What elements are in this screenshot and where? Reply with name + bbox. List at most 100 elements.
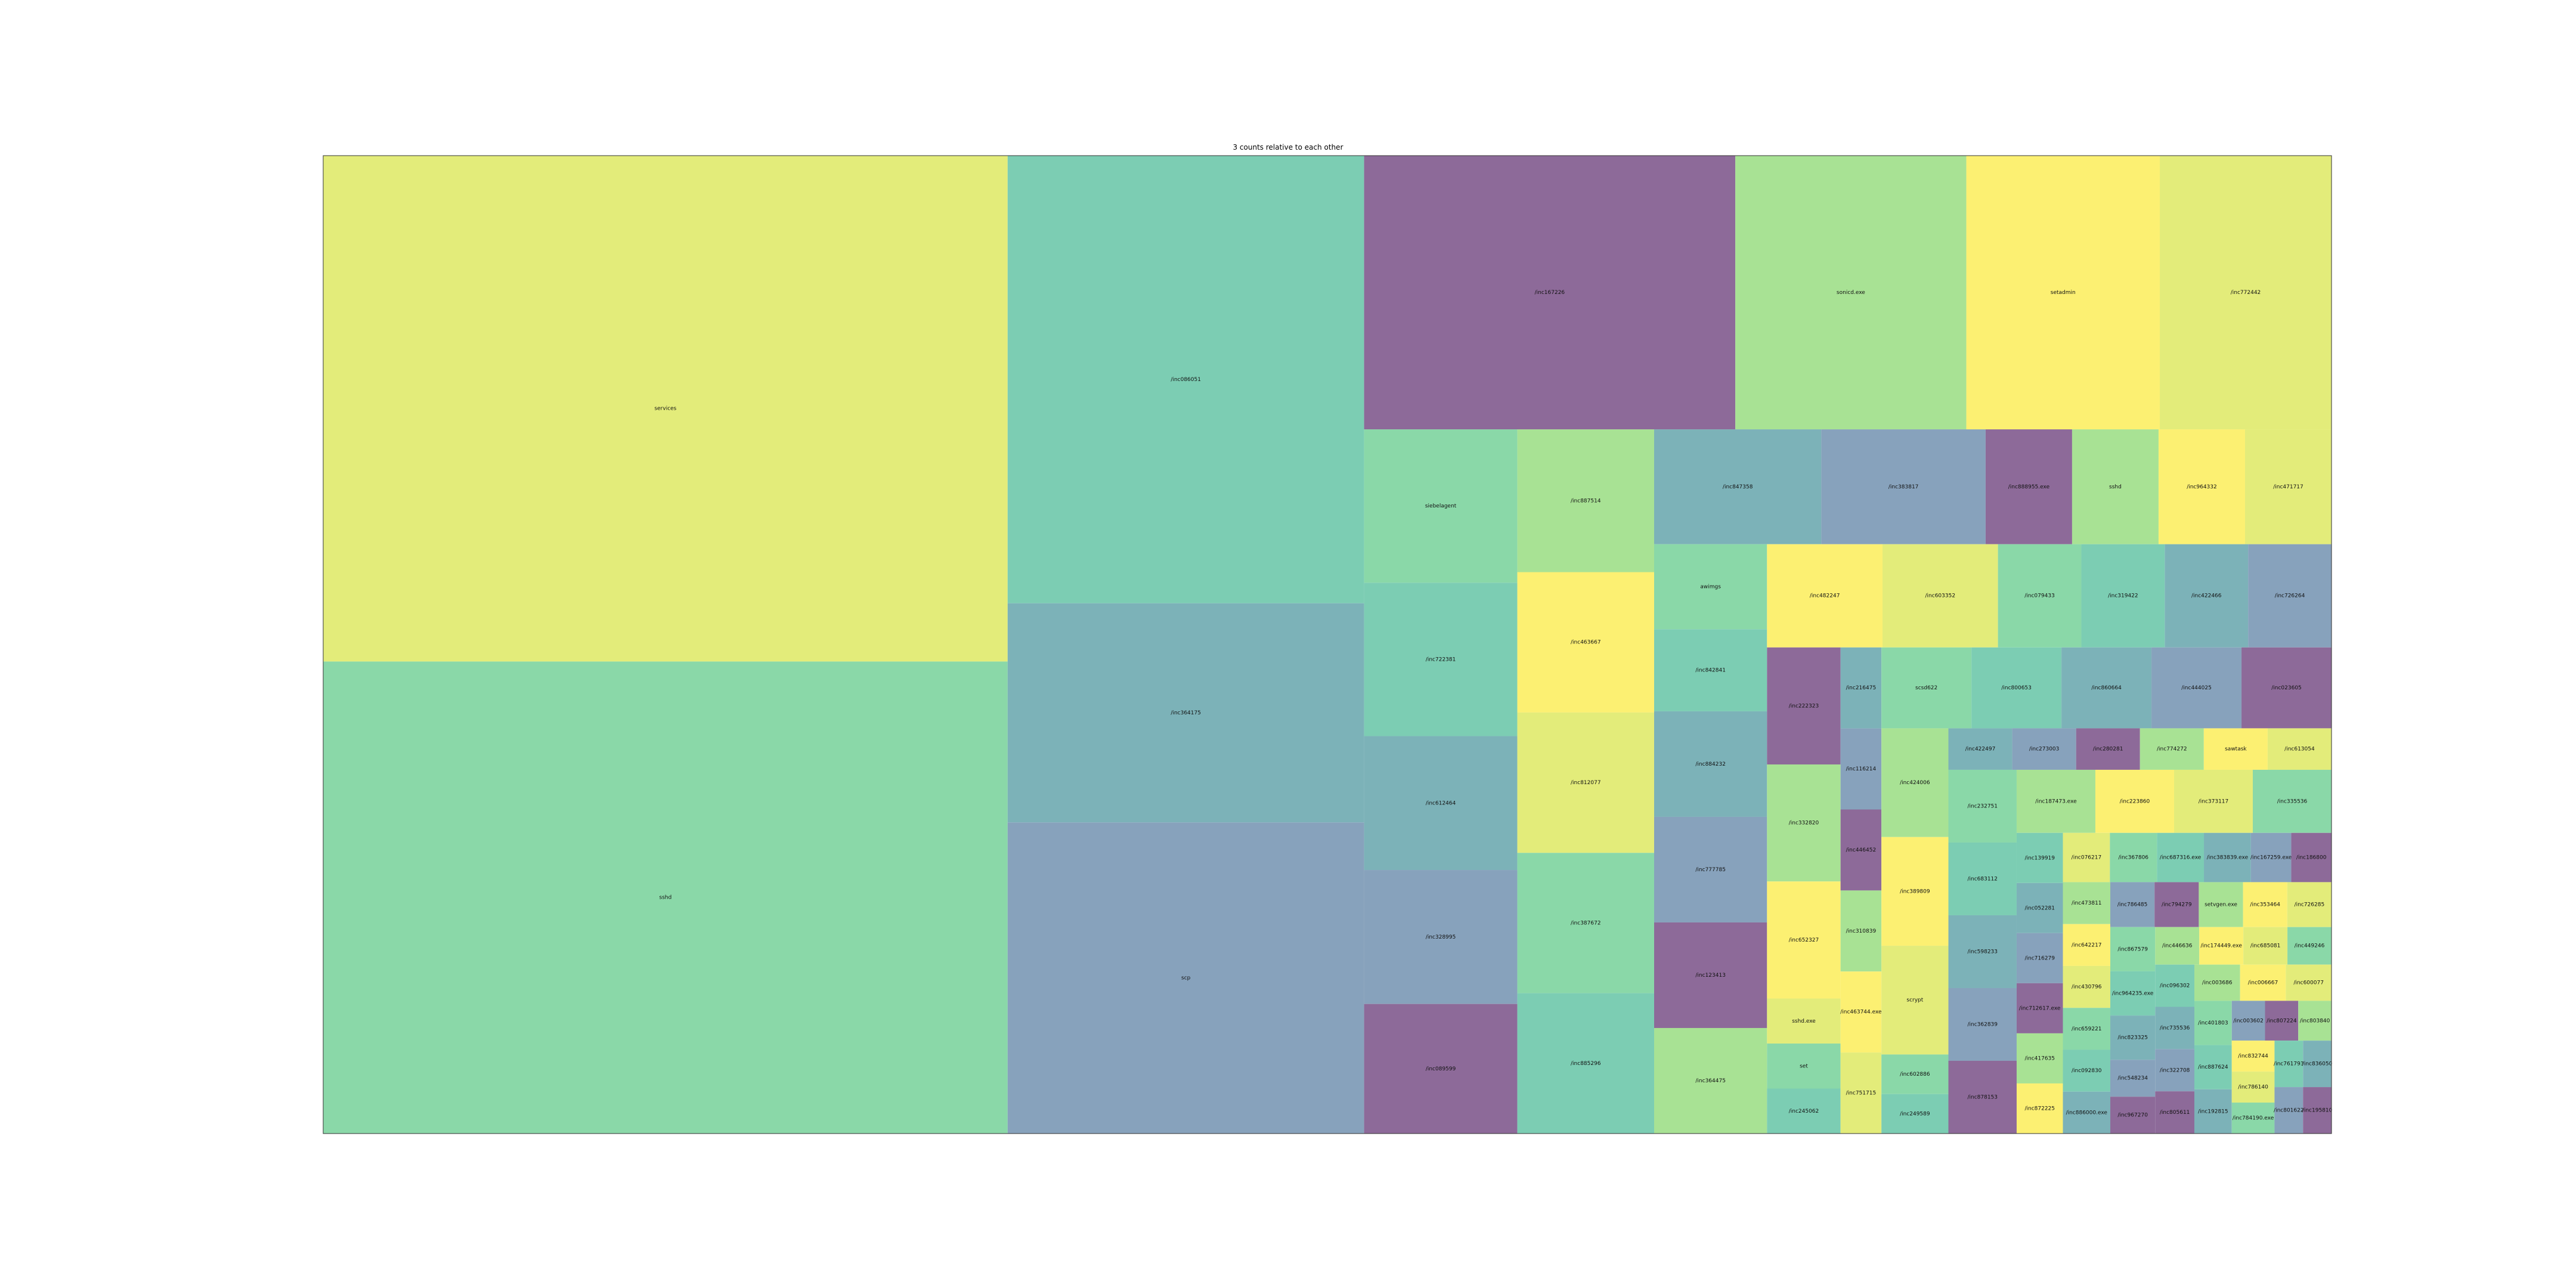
treemap-rect [2174,769,2253,833]
treemap-rect [2063,832,2110,883]
treemap-rect [2012,728,2076,770]
treemap-rect [2061,647,2152,729]
treemap-cell: /inc052281 [2016,883,2063,933]
treemap-cell: /inc836050 [2302,1041,2333,1088]
treemap-rect [1948,769,2017,843]
treemap-label: /inc232751 [1967,803,1998,809]
treemap-rect [1948,842,2017,915]
treemap-label: /inc089599 [1426,1066,1456,1072]
treemap-label: /inc139919 [2024,855,2055,861]
treemap-cell: /inc387672 [1517,853,1654,993]
treemap-cell: /inc463744.exe [1840,971,1882,1053]
treemap-cell: /inc367806 [2110,832,2157,883]
treemap-cell: /inc092830 [2063,1049,2111,1092]
treemap-label: /inc807224 [2267,1018,2297,1024]
treemap-rect [2158,429,2245,544]
treemap-cell: /inc430796 [2063,965,2111,1008]
treemap-label: /inc872225 [2024,1106,2055,1111]
treemap-label: /inc878153 [1967,1095,1998,1101]
treemap-label: /inc867579 [2117,946,2148,952]
treemap-cell: /inc807224 [2265,1001,2299,1041]
treemap-cell: /inc401803 [2194,1001,2232,1045]
treemap-cell: /inc659221 [2063,1008,2111,1050]
treemap-cell: /inc186800 [2291,832,2332,883]
treemap-rect [2231,1072,2275,1103]
treemap-rect [2016,1083,2063,1134]
treemap-cell: /inc383839.exe [2204,832,2251,883]
treemap-cell: /inc612464 [1364,736,1518,871]
treemap-rect [2291,832,2332,883]
treemap-rect [1948,1060,2017,1134]
treemap-cell: /inc187473.exe [2016,769,2095,833]
treemap-label: /inc216475 [1846,685,1877,691]
treemap-rect [2016,933,2063,983]
treemap-cell: /inc322708 [2155,1049,2194,1092]
treemap-cell: /inc332820 [1767,764,1841,882]
treemap-label: setvgen.exe [2205,902,2237,908]
treemap-cell: /inc683112 [1948,842,2017,915]
treemap-label: /inc860664 [2091,685,2122,691]
treemap-cell: /inc006667 [2240,964,2286,1001]
treemap-cell: /inc167259.exe [2250,832,2292,883]
treemap-rect [1364,870,1518,1004]
treemap-label: /inc716279 [2024,955,2055,961]
treemap-rect [1971,647,2062,729]
treemap-label: /inc387672 [1571,920,1601,926]
treemap-cell: /inc884232 [1654,711,1767,817]
treemap-rect [2274,1041,2303,1088]
treemap-rect [1998,544,2082,648]
treemap-cell: /inc096302 [2155,964,2194,1007]
treemap-label: sshd [660,895,672,901]
treemap-label: /inc222323 [1789,703,1819,709]
treemap-label: /inc086051 [1171,377,1201,383]
treemap-cell: /inc642217 [2063,924,2111,966]
treemap-cell: /inc867579 [2110,927,2156,971]
treemap-label: /inc006667 [2248,980,2278,986]
treemap-label: /inc726264 [2275,593,2305,599]
treemap-label: /inc794279 [2162,902,2192,908]
treemap-rect [1840,890,1882,972]
treemap-label: /inc003602 [2233,1018,2264,1024]
treemap-rect [1948,915,2017,988]
treemap-label: sshd [2109,484,2122,490]
treemap-cell: /inc751715 [1840,1052,1882,1134]
treemap-rect [2063,882,2111,924]
treemap-cell: /inc280281 [2076,728,2140,770]
treemap-label: /inc471717 [2273,484,2303,490]
treemap-label: sonicd.exe [1837,290,1865,296]
treemap-rect [1881,1054,1949,1094]
treemap-label: /inc603352 [1925,593,1956,599]
treemap-label: /inc367806 [2118,855,2148,861]
treemap-cell: /inc310839 [1840,890,1882,972]
treemap-cell: /inc784190.exe [2231,1103,2275,1134]
treemap-rect [2286,964,2332,1001]
treemap-cell: scsd622 [1881,647,1972,729]
treemap-cell: sshd.exe [1767,998,1841,1044]
treemap-rect [2248,544,2332,648]
treemap-rect [2194,1001,2232,1045]
treemap-cell: /inc964332 [2158,429,2245,544]
treemap-rect [1767,544,1883,648]
treemap-label: /inc187473.exe [2035,798,2077,804]
treemap-rect [2016,883,2063,933]
treemap-label: /inc430796 [2072,984,2102,990]
treemap-label: /inc092830 [2072,1068,2102,1074]
treemap-rect [2155,1091,2194,1134]
treemap-label: /inc192815 [2198,1109,2228,1114]
treemap-rect [2016,832,2063,883]
treemap-cell: /inc803840 [2298,1001,2332,1041]
treemap-rect [2203,728,2268,770]
treemap-cell: sshd [323,661,1008,1134]
treemap-label: /inc195810 [2302,1108,2333,1114]
treemap-label: /inc223860 [2120,798,2150,804]
treemap-cell: set [1767,1044,1841,1089]
treemap-rect [2110,832,2157,883]
treemap-rect [1364,156,1736,430]
treemap-cell: /inc364475 [1654,1027,1767,1134]
treemap-label: /inc076217 [2072,855,2102,861]
treemap-cell: /inc139919 [2016,832,2063,883]
treemap-cell: /inc444025 [2151,647,2242,729]
treemap-cell: /inc463667 [1517,572,1654,713]
treemap-cell: /inc726264 [2248,544,2332,648]
treemap-cell: /inc602886 [1881,1054,1949,1094]
